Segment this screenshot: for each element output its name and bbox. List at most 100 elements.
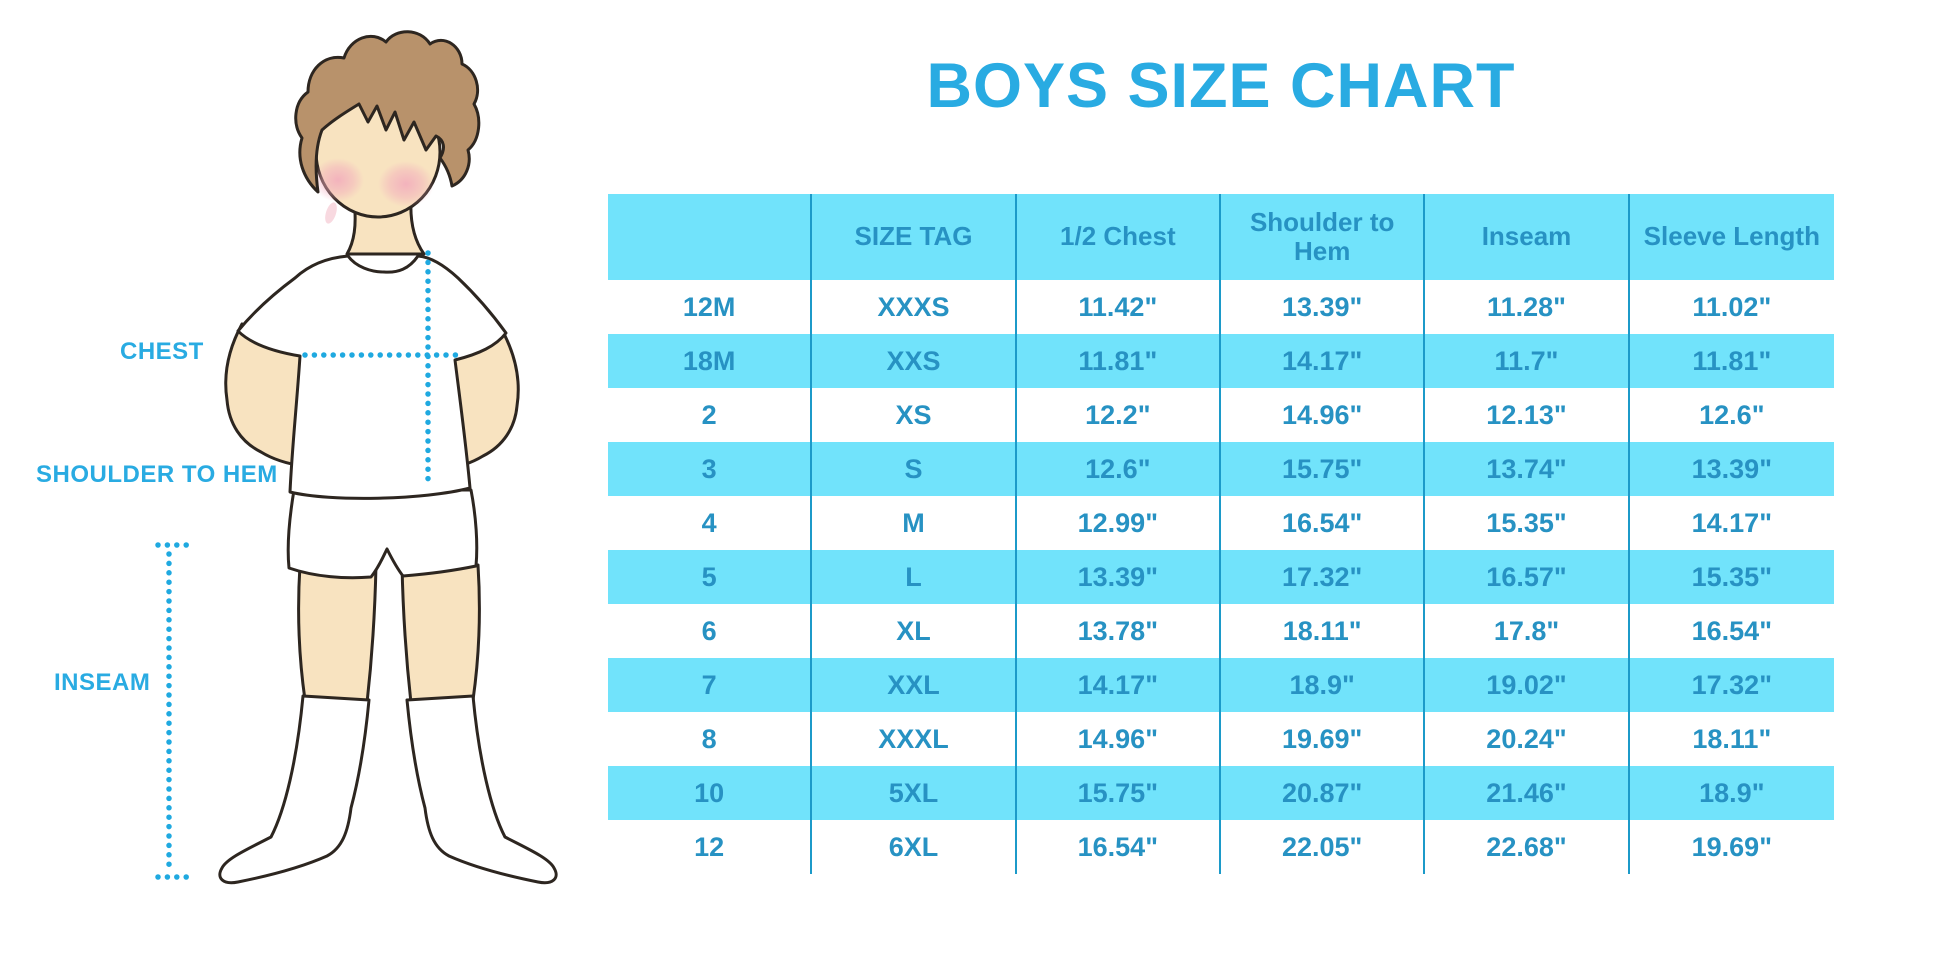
table-cell: 6 bbox=[608, 604, 813, 658]
table-cell: 4 bbox=[608, 496, 813, 550]
table-cell: 16.54" bbox=[1221, 496, 1426, 550]
table-cell: XXXS bbox=[812, 280, 1017, 334]
table-row: 18M XXS 11.81" 14.17" 11.7" 11.81" bbox=[608, 334, 1834, 388]
table-cell: 18.9" bbox=[1221, 658, 1426, 712]
header-cell: Shoulder to Hem bbox=[1221, 194, 1426, 280]
table-row: 12 6XL 16.54" 22.05" 22.68" 19.69" bbox=[608, 820, 1834, 874]
size-table-header: SIZE TAG 1/2 Chest Shoulder to Hem Inseam Sl… bbox=[608, 194, 1834, 280]
boy-shorts bbox=[286, 488, 479, 580]
table-cell: 22.68" bbox=[1425, 820, 1630, 874]
header-cell: Inseam bbox=[1425, 194, 1630, 280]
table-cell: 17.8" bbox=[1425, 604, 1630, 658]
table-cell: 15.75" bbox=[1221, 442, 1426, 496]
table-cell: 12.2" bbox=[1017, 388, 1221, 442]
table-row: 6 XL 13.78" 18.11" 17.8" 16.54" bbox=[608, 604, 1834, 658]
boy-left-leg bbox=[297, 563, 378, 705]
table-cell: 19.02" bbox=[1425, 658, 1630, 712]
table-cell: 12.99" bbox=[1017, 496, 1221, 550]
table-cell: 10 bbox=[608, 766, 813, 820]
table-cell: 2 bbox=[608, 388, 813, 442]
table-cell: 17.32" bbox=[1221, 550, 1426, 604]
table-cell: 20.24" bbox=[1425, 712, 1630, 766]
table-cell: 18.11" bbox=[1692, 723, 1772, 754]
table-cell: 14.96" bbox=[1221, 388, 1426, 442]
table-cell: 12.13" bbox=[1425, 388, 1630, 442]
table-cell: L bbox=[812, 550, 1017, 604]
chest-label: CHEST bbox=[120, 338, 204, 365]
table-cell: 11.42" bbox=[1017, 280, 1221, 334]
size-table: SIZE TAG 1/2 Chest Shoulder to Hem Inseam Sl… bbox=[608, 194, 1834, 874]
table-row: 3 S 12.6" 15.75" 13.74" 13.39" bbox=[608, 442, 1834, 496]
table-row: 2 XS 12.2" 14.96" 12.13" 12.6" bbox=[608, 388, 1834, 442]
table-cell: 16.54" bbox=[1017, 820, 1221, 874]
table-row: 8 XXXL 14.96" 19.69" 20.24" 18.11" bbox=[608, 712, 1834, 766]
table-cell: XL bbox=[812, 604, 1017, 658]
table-cell: 14.17" bbox=[1221, 334, 1426, 388]
table-cell: 3 bbox=[608, 442, 813, 496]
table-cell: 18.9" bbox=[1699, 777, 1765, 808]
table-cell: 6XL bbox=[812, 820, 1017, 874]
table-cell: 16.54" bbox=[1691, 615, 1772, 646]
table-cell: 16.57" bbox=[1425, 550, 1630, 604]
table-cell: 11.02" bbox=[1692, 291, 1772, 322]
table-cell: 20.87" bbox=[1221, 766, 1426, 820]
right-blush bbox=[378, 161, 434, 207]
table-cell: 14.17" bbox=[1017, 658, 1221, 712]
table-row: 10 5XL 15.75" 20.87" 21.46" 18.9" bbox=[608, 766, 1834, 820]
table-cell: 11.81" bbox=[1692, 345, 1772, 376]
table-cell: 5 bbox=[608, 550, 813, 604]
table-cell: 15.35" bbox=[1425, 496, 1630, 550]
boy-illustration: CHEST SHOULDER TO HEM INSEAM bbox=[0, 0, 600, 973]
table-row: 7 XXL 14.17" 18.9" 19.02" 17.32" bbox=[608, 658, 1834, 712]
table-cell: M bbox=[812, 496, 1017, 550]
header-cell: SIZE TAG bbox=[812, 194, 1017, 280]
boy-figure-svg bbox=[155, 30, 558, 885]
table-cell: 7 bbox=[608, 658, 813, 712]
boy-shirt bbox=[236, 254, 508, 500]
table-cell: 8 bbox=[608, 712, 813, 766]
table-cell: 13.78" bbox=[1017, 604, 1221, 658]
boy-hair bbox=[294, 30, 481, 194]
header-cell bbox=[608, 194, 813, 280]
table-cell: 12.6" bbox=[1017, 442, 1221, 496]
table-cell: 13.39" bbox=[1221, 280, 1426, 334]
left-blush bbox=[312, 158, 364, 202]
table-cell: 11.28" bbox=[1425, 280, 1630, 334]
table-cell: XXXL bbox=[812, 712, 1017, 766]
table-cell: S bbox=[812, 442, 1017, 496]
table-cell: 17.32" bbox=[1691, 669, 1772, 700]
table-cell: 15.75" bbox=[1017, 766, 1221, 820]
table-cell: XXS bbox=[812, 334, 1017, 388]
table-row: 4 M 12.99" 16.54" 15.35" 14.17" bbox=[608, 496, 1834, 550]
shoulder-to-hem-label: SHOULDER TO HEM bbox=[36, 461, 278, 488]
table-cell: 13.39" bbox=[1691, 453, 1772, 484]
table-row: 5 L 13.39" 17.32" 16.57" 15.35" bbox=[608, 550, 1834, 604]
table-cell: 19.69" bbox=[1691, 831, 1772, 862]
table-cell: 13.74" bbox=[1425, 442, 1630, 496]
table-cell: 5XL bbox=[812, 766, 1017, 820]
table-cell: 12 bbox=[608, 820, 813, 874]
table-cell: XXL bbox=[812, 658, 1017, 712]
table-cell: 15.35" bbox=[1691, 561, 1772, 592]
boy-right-sock bbox=[405, 694, 558, 885]
table-cell: 13.39" bbox=[1017, 550, 1221, 604]
table-cell: 14.17" bbox=[1691, 507, 1772, 538]
table-cell: 11.81" bbox=[1017, 334, 1221, 388]
table-cell: 18M bbox=[608, 334, 813, 388]
table-cell: 12.6" bbox=[1699, 399, 1765, 430]
table-cell: 12M bbox=[608, 280, 813, 334]
inseam-label: INSEAM bbox=[54, 669, 151, 696]
table-cell: 14.96" bbox=[1017, 712, 1221, 766]
jaw-blush-streak bbox=[325, 202, 337, 224]
table-cell: 19.69" bbox=[1221, 712, 1426, 766]
table-cell: XS bbox=[812, 388, 1017, 442]
table-cell: 22.05" bbox=[1221, 820, 1426, 874]
boy-right-leg bbox=[400, 563, 481, 705]
header-cell: 1/2 Chest bbox=[1017, 194, 1221, 280]
table-cell: 21.46" bbox=[1425, 766, 1630, 820]
measurement-dotted-lines bbox=[155, 250, 463, 880]
size-table-body: 12M XXXS 11.42" 13.39" 11.28" 11.02" 18M XXS 11.… bbox=[608, 280, 1834, 874]
table-row: 12M XXXS 11.42" 13.39" 11.28" 11.02" bbox=[608, 280, 1834, 334]
table-cell: 18.11" bbox=[1221, 604, 1426, 658]
